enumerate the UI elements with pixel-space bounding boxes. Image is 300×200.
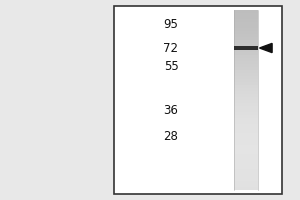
Bar: [234, 109, 258, 112]
Bar: [234, 31, 258, 34]
Bar: [234, 94, 258, 97]
Text: 36: 36: [164, 104, 178, 116]
Text: 72: 72: [164, 42, 178, 54]
Bar: [234, 76, 258, 79]
Bar: [234, 163, 258, 166]
Bar: [234, 88, 258, 91]
Bar: [234, 61, 258, 64]
Bar: [234, 130, 258, 133]
Bar: [234, 133, 258, 136]
Text: 95: 95: [164, 18, 178, 30]
Bar: [234, 166, 258, 169]
Bar: [234, 28, 258, 31]
Bar: [234, 139, 258, 142]
Bar: [234, 181, 258, 184]
Text: 55: 55: [164, 60, 178, 72]
Bar: [234, 58, 258, 61]
Bar: [234, 13, 258, 16]
Bar: [234, 184, 258, 187]
Bar: [234, 175, 258, 178]
Bar: [234, 34, 258, 37]
Bar: [234, 118, 258, 121]
Bar: [234, 37, 258, 40]
Bar: [234, 70, 258, 73]
Bar: [234, 43, 258, 46]
Bar: [234, 82, 258, 85]
Bar: [234, 178, 258, 181]
Polygon shape: [260, 43, 272, 53]
Bar: [234, 154, 258, 157]
Bar: [234, 112, 258, 115]
Bar: [234, 22, 258, 25]
Text: 28: 28: [164, 130, 178, 142]
Bar: [234, 157, 258, 160]
Bar: [234, 85, 258, 88]
Bar: [234, 40, 258, 43]
Bar: [234, 151, 258, 154]
Bar: [234, 97, 258, 100]
Bar: [234, 106, 258, 109]
Bar: [234, 172, 258, 175]
Bar: [234, 55, 258, 58]
Bar: [234, 79, 258, 82]
Bar: [114, 6, 282, 194]
Bar: [234, 46, 258, 49]
Bar: [234, 124, 258, 127]
Bar: [234, 73, 258, 76]
Bar: [234, 103, 258, 106]
Bar: [234, 19, 258, 22]
Bar: [234, 52, 258, 55]
Bar: [234, 145, 258, 148]
Bar: [234, 25, 258, 28]
Bar: [234, 115, 258, 118]
Bar: [234, 46, 258, 50]
Bar: [234, 121, 258, 124]
Bar: [234, 100, 258, 103]
Bar: [234, 127, 258, 130]
Bar: [234, 142, 258, 145]
Bar: [234, 91, 258, 94]
Bar: [234, 10, 258, 13]
Bar: [234, 187, 258, 190]
Bar: [234, 148, 258, 151]
Bar: [234, 67, 258, 70]
Bar: [234, 136, 258, 139]
Bar: [234, 49, 258, 52]
Bar: [234, 160, 258, 163]
Bar: [234, 169, 258, 172]
Bar: [234, 64, 258, 67]
Bar: [234, 16, 258, 19]
